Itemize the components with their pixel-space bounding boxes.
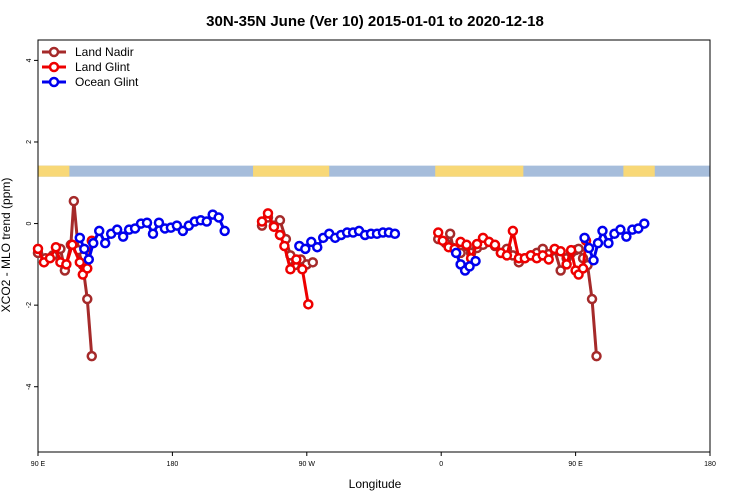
x-tick-label: 0 bbox=[439, 461, 443, 468]
data-point bbox=[262, 208, 274, 219]
data-point bbox=[543, 254, 554, 265]
data-point bbox=[61, 259, 72, 270]
data-point bbox=[297, 264, 308, 275]
land-band-segment bbox=[253, 165, 330, 177]
data-point bbox=[256, 216, 268, 227]
data-point bbox=[303, 299, 314, 310]
data-point bbox=[82, 263, 93, 274]
data-point bbox=[201, 216, 212, 227]
data-point bbox=[68, 195, 80, 207]
y-tick-label: 2 bbox=[26, 140, 33, 144]
x-axis-label: Longitude bbox=[349, 477, 402, 491]
data-point bbox=[461, 239, 472, 251]
legend-marker bbox=[48, 76, 60, 88]
data-point bbox=[44, 252, 56, 264]
data-point bbox=[82, 293, 93, 305]
data-point bbox=[300, 243, 311, 255]
data-point bbox=[268, 221, 280, 233]
data-point bbox=[74, 257, 86, 268]
x-tick-label: 180 bbox=[704, 461, 716, 468]
data-point bbox=[285, 264, 296, 275]
data-point bbox=[50, 241, 62, 253]
land-mask-band bbox=[38, 165, 710, 177]
y-axis-label: XCO2 - MLO trend (ppm) bbox=[0, 178, 13, 313]
data-point bbox=[291, 254, 302, 265]
data-point bbox=[141, 217, 153, 228]
data-point bbox=[213, 212, 224, 223]
data-point bbox=[274, 215, 286, 226]
data-point bbox=[86, 350, 98, 362]
data-point bbox=[555, 265, 566, 276]
x-tick-label: 90 E bbox=[568, 461, 583, 468]
data-point bbox=[153, 217, 165, 228]
y-tick-label: 0 bbox=[26, 222, 33, 226]
data-point bbox=[615, 224, 626, 235]
x-tick-label: 180 bbox=[167, 461, 179, 468]
data-point bbox=[147, 228, 159, 240]
data-point bbox=[437, 235, 448, 246]
data-point bbox=[67, 239, 78, 251]
x-tick-label: 90 E bbox=[31, 461, 46, 468]
data-point bbox=[274, 229, 286, 241]
data-point bbox=[83, 254, 95, 265]
data-point bbox=[603, 237, 614, 249]
land-band-segment bbox=[623, 165, 655, 177]
chart-title: 30N-35N June (Ver 10) 2015-01-01 to 2020… bbox=[206, 13, 544, 30]
legend-label: Land Glint bbox=[75, 60, 130, 74]
data-point bbox=[79, 243, 90, 255]
data-point bbox=[470, 255, 481, 267]
land-band-segment bbox=[435, 165, 524, 177]
data-point bbox=[32, 243, 44, 255]
data-point bbox=[450, 247, 462, 259]
data-point bbox=[88, 237, 99, 249]
data-point bbox=[93, 225, 105, 237]
data-point bbox=[279, 240, 290, 252]
land-band-segment bbox=[38, 165, 70, 177]
data-point bbox=[639, 218, 650, 229]
series-layer bbox=[32, 195, 650, 362]
data-point bbox=[471, 238, 483, 250]
series-land-nadir bbox=[32, 195, 602, 362]
axes: 90 E 180 90 W 0 90 E 180 -4 -2 0 2 4 bbox=[26, 58, 716, 468]
legend-label: Ocean Glint bbox=[75, 75, 139, 89]
data-point bbox=[597, 225, 608, 237]
data-point bbox=[444, 228, 456, 240]
legend-label: Land Nadir bbox=[75, 45, 134, 59]
data-point bbox=[501, 250, 513, 261]
data-point bbox=[312, 241, 323, 253]
data-point bbox=[555, 246, 566, 257]
data-point bbox=[219, 225, 230, 237]
data-point bbox=[99, 237, 111, 249]
data-point bbox=[117, 231, 129, 242]
legend-marker bbox=[48, 61, 60, 73]
y-tick-label: 4 bbox=[26, 58, 33, 62]
data-point bbox=[591, 350, 602, 362]
data-point bbox=[592, 237, 604, 249]
data-point bbox=[74, 232, 86, 244]
data-point bbox=[583, 242, 595, 254]
data-point bbox=[621, 231, 632, 242]
data-point bbox=[307, 257, 319, 268]
data-point bbox=[577, 263, 589, 274]
series-ocean-glint bbox=[74, 209, 650, 276]
data-point bbox=[432, 227, 444, 238]
data-point bbox=[588, 255, 599, 266]
data-point bbox=[389, 228, 401, 240]
data-point bbox=[586, 293, 598, 305]
data-point bbox=[489, 239, 501, 251]
data-point bbox=[579, 232, 590, 244]
data-point bbox=[565, 244, 577, 256]
ocean-band bbox=[38, 165, 710, 177]
data-point bbox=[507, 225, 519, 237]
y-tick-label: -2 bbox=[26, 302, 33, 308]
y-tick-label: -4 bbox=[26, 384, 33, 390]
data-point bbox=[111, 224, 123, 235]
legend-marker bbox=[48, 46, 60, 58]
data-point bbox=[561, 259, 572, 270]
x-tick-label: 90 W bbox=[299, 461, 316, 468]
